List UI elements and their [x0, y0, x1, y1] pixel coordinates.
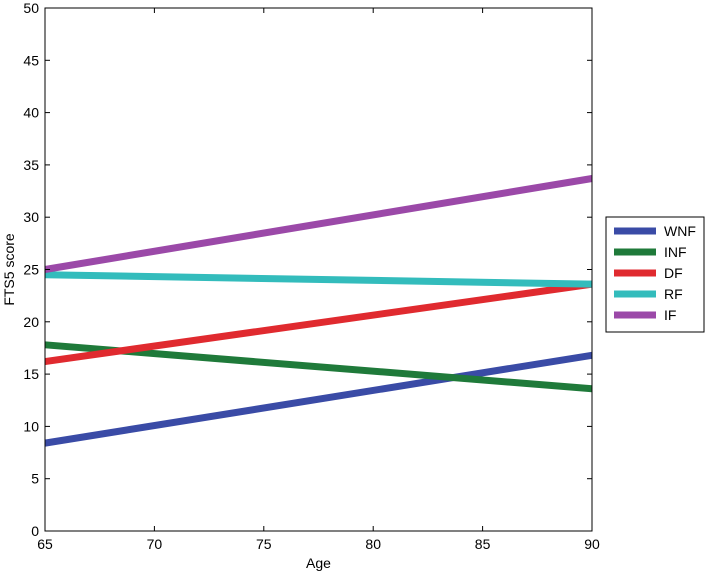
x-tick-label: 80 [365, 536, 381, 552]
y-tick-label: 40 [23, 105, 39, 121]
x-tick-label: 70 [147, 536, 163, 552]
y-tick-label: 10 [23, 418, 39, 434]
y-tick-label: 35 [23, 157, 39, 173]
legend-label-rf: RF [664, 286, 683, 302]
y-tick-label: 45 [23, 52, 39, 68]
x-axis: 65 70 75 80 85 90 [37, 8, 600, 552]
x-tick-label: 65 [37, 536, 53, 552]
y-tick-label: 0 [31, 523, 39, 539]
y-axis-label: FTS5 score [1, 233, 17, 306]
legend-label-df: DF [664, 265, 683, 281]
legend-label-wnf: WNF [664, 223, 696, 239]
series-line-if [44, 175, 593, 273]
y-axis: 0 5 10 15 20 25 30 35 40 45 50 [23, 0, 592, 539]
y-tick-label: 50 [23, 0, 39, 16]
y-tick-label: 25 [23, 262, 39, 278]
y-tick-label: 5 [31, 471, 39, 487]
y-tick-label: 20 [23, 314, 39, 330]
x-tick-label: 90 [584, 536, 600, 552]
y-tick-label: 30 [23, 209, 39, 225]
legend: WNF INF DF RF IF [605, 216, 705, 333]
series-line-df [44, 280, 593, 366]
x-tick-label: 75 [256, 536, 272, 552]
y-tick-label: 15 [23, 366, 39, 382]
legend-label-if: IF [664, 307, 676, 323]
series-layer [44, 175, 593, 447]
x-tick-label: 85 [475, 536, 491, 552]
series-line-wnf [44, 351, 593, 447]
x-axis-label: Age [306, 555, 331, 571]
legend-label-inf: INF [664, 244, 687, 260]
series-line-rf [44, 271, 593, 288]
